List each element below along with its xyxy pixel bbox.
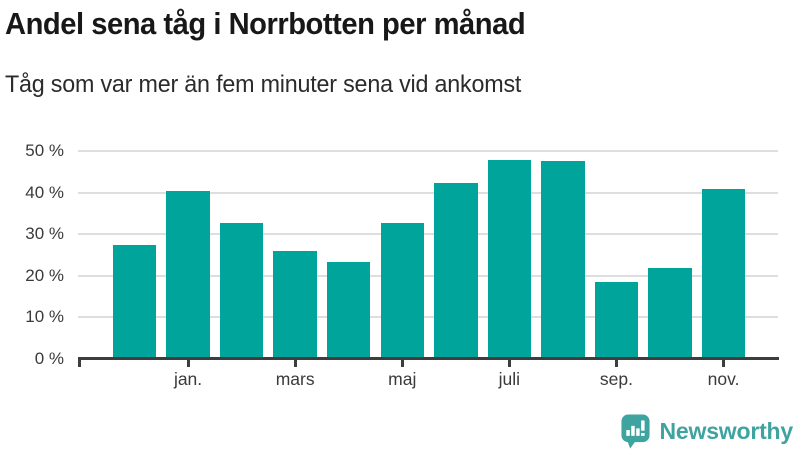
x-tick-maj [400, 359, 404, 367]
gridline-30 [78, 233, 778, 235]
chart-subtitle: Tåg som var mer än fem minuter sena vid … [5, 71, 522, 98]
x-axis-label-nov: nov. [707, 368, 740, 389]
x-tick-nov [722, 359, 726, 367]
bar-maj [380, 223, 424, 359]
x-axis-line [78, 356, 779, 360]
bar-apr [326, 261, 371, 359]
x-axis-label-sep: sep. [599, 368, 633, 389]
bar-jan [166, 191, 210, 359]
x-axis-origin-tick [78, 359, 81, 367]
gridline-50 [78, 150, 778, 152]
bar-okt [648, 268, 692, 359]
newsworthy-logo-text: Newsworthy [659, 417, 794, 444]
bar-sep [594, 281, 639, 359]
bar-juli [487, 159, 532, 359]
newsworthy-bar-chart-speech-bubble-icon [620, 413, 651, 449]
y-axis-label: 40 % [25, 182, 64, 202]
bar-nov [701, 188, 746, 359]
bar-feb [219, 223, 264, 359]
y-axis-label: 10 % [25, 307, 64, 326]
x-tick-juli [507, 359, 511, 367]
x-tick-jan [186, 359, 190, 367]
y-axis-label: 20 % [25, 265, 64, 285]
y-axis-label: 0 % [34, 348, 64, 368]
x-tick-mars [293, 359, 297, 367]
newsworthy-logo[interactable]: Newsworthy [620, 413, 793, 449]
chart-title: Andel sena tåg i Norrbotten per månad [5, 6, 526, 41]
x-axis-label-maj: maj [388, 368, 417, 389]
x-axis-label-mars: mars [275, 368, 315, 389]
bar-mars [273, 251, 317, 359]
y-axis-label: 30 % [25, 224, 64, 243]
bar-dec [112, 245, 157, 359]
y-axis-label: 50 % [25, 141, 64, 160]
x-tick-sep [614, 359, 618, 367]
bar-juni [434, 183, 478, 359]
x-axis-label-juli: juli [498, 368, 521, 389]
gridline-10 [78, 316, 778, 318]
x-axis-label-jan: jan. [173, 368, 203, 389]
gridline-40 [78, 191, 778, 194]
bar-aug [541, 160, 585, 359]
gridline-20 [78, 274, 778, 277]
